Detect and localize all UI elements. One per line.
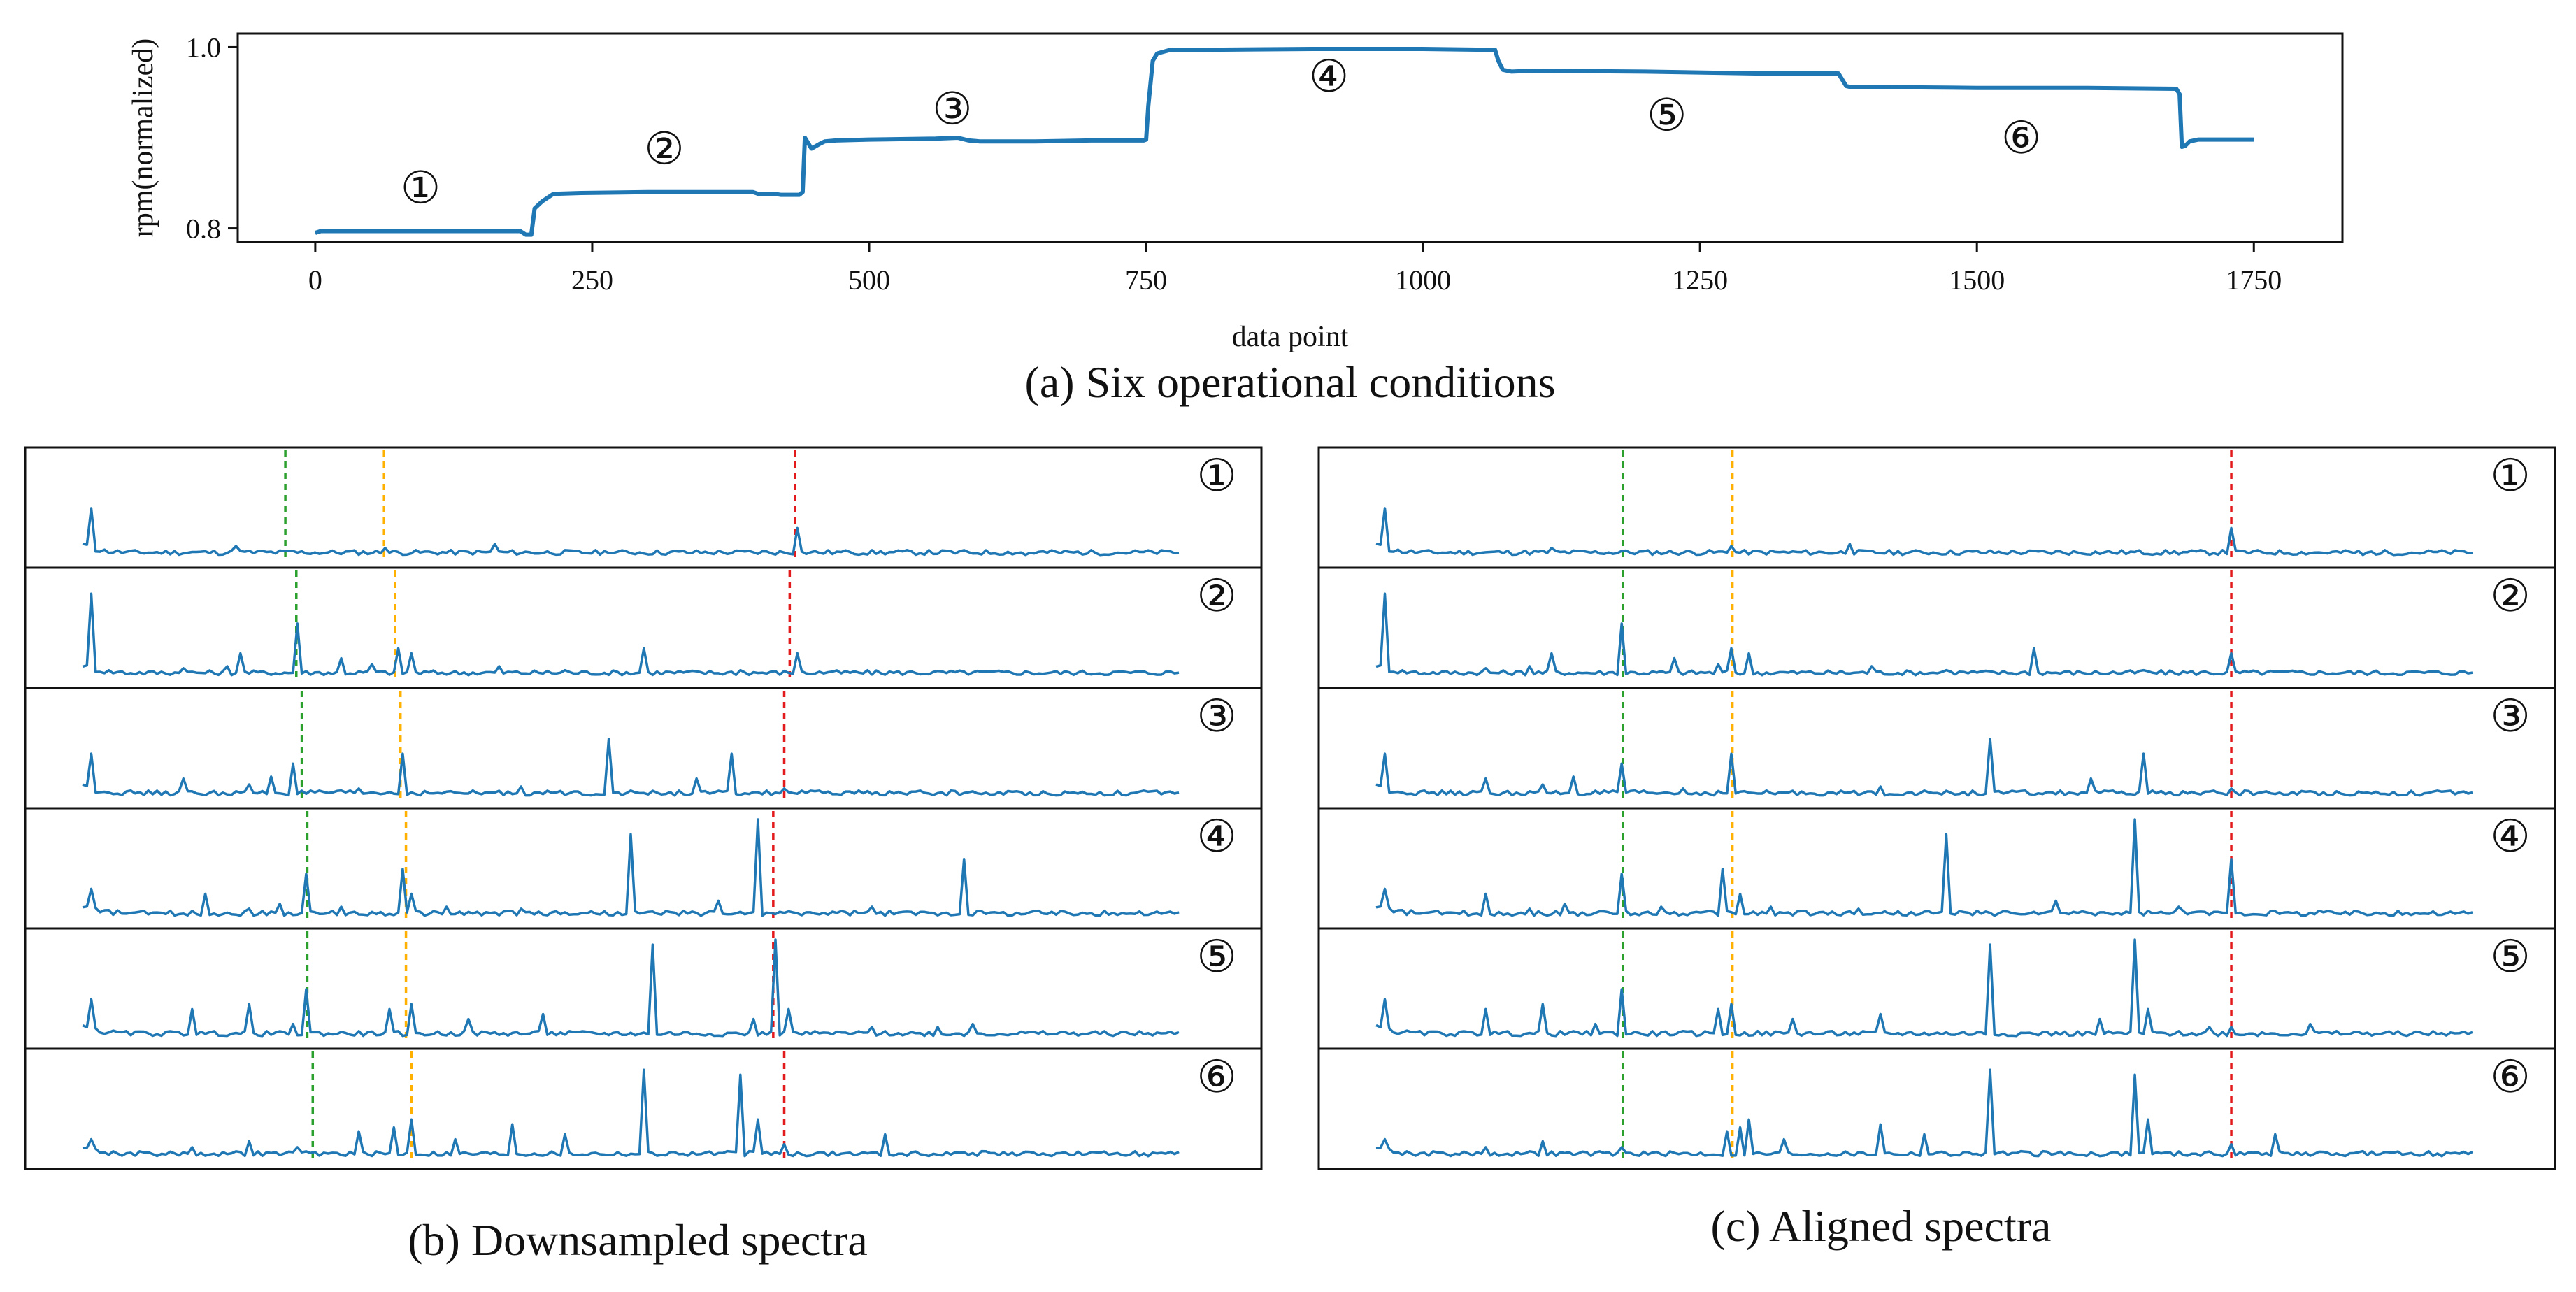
- chart-b-panel-frame: [24, 1047, 1263, 1170]
- chart-a: 0 250 500 750 1000 1250 1500 1750 0.8 1.0 ① ② ③ ④ ⑤ ⑥…: [127, 31, 2344, 407]
- chart-b-spectrum-line: [82, 938, 1180, 1038]
- chart-b-panel: ⑥: [24, 1047, 1263, 1170]
- chart-c-panel-frame: [1317, 927, 2556, 1050]
- chart-a-x-tick-label: 500: [848, 264, 890, 296]
- chart-c-panel-label: ⑤: [2490, 931, 2530, 983]
- chart-b-panel-label: ①: [1196, 450, 1236, 502]
- chart-c-panel-label: ②: [2490, 570, 2530, 622]
- chart-a-ylabel: rpm(normalized): [127, 38, 159, 238]
- chart-a-y-tick-label: 1.0: [186, 31, 221, 63]
- chart-c-panel-frame: [1317, 1047, 2556, 1170]
- chart-b-panel-frame: [24, 687, 1263, 810]
- chart-a-condition-label: ④: [1309, 51, 1349, 103]
- chart-c-panel-frame: [1317, 807, 2556, 930]
- chart-b-spectrum-line: [82, 507, 1180, 557]
- chart-c-panel: ⑥: [1317, 1047, 2556, 1170]
- chart-a-series-line: [314, 47, 2254, 237]
- chart-b-panel: ②: [24, 566, 1263, 689]
- chart-a-y-tick-label: 0.8: [186, 213, 221, 245]
- chart-b-panel: ⑤: [24, 927, 1263, 1050]
- chart-b-spectrum-line: [82, 592, 1180, 677]
- chart-c-panel-frame: [1317, 446, 2556, 569]
- chart-c-panel-label: ③: [2490, 691, 2530, 742]
- chart-a-condition-label: ⑤: [1647, 90, 1687, 142]
- chart-b-panel-label: ⑥: [1196, 1051, 1236, 1103]
- chart-a-x-tick-label: 1500: [1949, 264, 2005, 296]
- chart-b-spectrum-line: [82, 818, 1180, 917]
- chart-c-spectrum-line: [1375, 507, 2473, 557]
- chart-a-x-tick-label: 1000: [1395, 264, 1451, 296]
- chart-a-frame: [236, 32, 2344, 243]
- chart-b-spectrum-line: [82, 738, 1180, 797]
- chart-c-panel-label: ①: [2490, 450, 2530, 502]
- chart-b-panel-label: ③: [1196, 691, 1236, 742]
- chart-b-panel-frame: [24, 927, 1263, 1050]
- chart-b-spectrum-line: [82, 1068, 1180, 1158]
- chart-a-xlabel: data point: [1232, 321, 1349, 353]
- chart-c-spectrum-line: [1375, 592, 2473, 677]
- chart-a-y-ticks: 0.8 1.0: [186, 31, 238, 245]
- chart-a-caption: (a) Six operational conditions: [1025, 357, 1556, 407]
- chart-a-x-tick-label: 250: [571, 264, 613, 296]
- chart-a-condition-label: ⑥: [2001, 113, 2041, 164]
- chart-a-x-tick-label: 1250: [1672, 264, 1728, 296]
- chart-b: ① ② ③ ④ ⑤ ⑥: [24, 446, 1263, 1170]
- chart-b-panel: ④: [24, 807, 1263, 930]
- chart-a-x-tick-label: 0: [308, 264, 322, 296]
- chart-c-panel-label: ④: [2490, 811, 2530, 863]
- chart-c-panel: ①: [1317, 446, 2556, 569]
- chart-b-panel-frame: [24, 807, 1263, 930]
- chart-c-panel: ⑤: [1317, 927, 2556, 1050]
- chart-c-spectrum-line: [1375, 938, 2473, 1038]
- chart-a-annotations: ① ② ③ ④ ⑤ ⑥: [401, 51, 2042, 214]
- chart-c-panel-label: ⑥: [2490, 1051, 2530, 1103]
- chart-c: ① ② ③ ④ ⑤ ⑥: [1317, 446, 2556, 1170]
- chart-c-panel-frame: [1317, 687, 2556, 810]
- chart-b-panel-label: ⑤: [1196, 931, 1236, 983]
- chart-c-spectrum-line: [1375, 818, 2473, 917]
- chart-b-panel: ③: [24, 687, 1263, 810]
- chart-a-x-tick-label: 750: [1125, 264, 1167, 296]
- chart-c-panel: ②: [1317, 566, 2556, 689]
- chart-a-x-ticks: 0 250 500 750 1000 1250 1500 1750: [308, 242, 2282, 296]
- chart-a-condition-label: ③: [932, 84, 972, 136]
- chart-a-condition-label: ②: [644, 124, 684, 175]
- chart-a-condition-label: ①: [401, 162, 441, 214]
- chart-c-panel: ④: [1317, 807, 2556, 930]
- chart-c-panel: ③: [1317, 687, 2556, 810]
- chart-a-x-tick-label: 1750: [2226, 264, 2282, 296]
- chart-b-panel: ①: [24, 446, 1263, 569]
- chart-c-spectrum-line: [1375, 1068, 2473, 1158]
- chart-c-spectrum-line: [1375, 738, 2473, 797]
- chart-b-panel-label: ②: [1196, 570, 1236, 622]
- chart-b-caption: (b) Downsampled spectra: [408, 1215, 868, 1265]
- chart-b-panel-label: ④: [1196, 811, 1236, 863]
- chart-c-caption: (c) Aligned spectra: [1711, 1201, 2052, 1251]
- chart-b-panel-frame: [24, 446, 1263, 569]
